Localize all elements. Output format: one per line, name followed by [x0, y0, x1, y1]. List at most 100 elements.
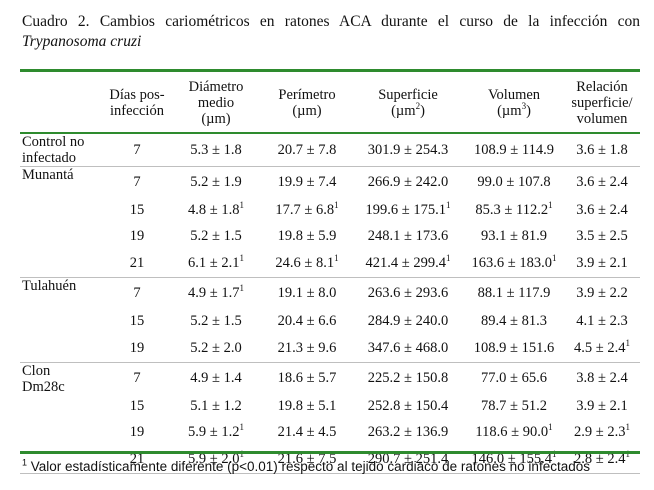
- cell-relacion: 4.1 ± 2.3: [576, 312, 628, 329]
- significance-mark: 1: [445, 199, 451, 210]
- cell-volumen: 99.0 ± 107.8: [477, 173, 551, 190]
- group-1: Munantá 7 5.2 ± 1.9 19.9 ± 7.4 266.9 ± 242.0…: [20, 167, 640, 278]
- group-3: Clon Dm28c 7 4.9 ± 1.4 18.6 ± 5.7 225.2 ± 150…: [20, 363, 640, 474]
- header-dias: Días pos-infección: [109, 87, 165, 119]
- cell-dias: 15: [129, 312, 145, 329]
- cell-volumen: 93.1 ± 81.9: [481, 227, 547, 244]
- cell-superficie: 290.7 ± 251.4: [367, 450, 449, 467]
- cell-superficie: 199.6 ± 175.11: [365, 199, 451, 218]
- footnote-mark: 1: [22, 457, 28, 468]
- header-volumen: Volumen (µm3): [487, 87, 541, 119]
- cell-volumen: 77.0 ± 65.6: [481, 369, 547, 386]
- cell-volumen: 89.4 ± 81.3: [481, 312, 547, 329]
- cell-volumen: 108.9 ± 151.6: [473, 339, 555, 356]
- cell-diametro: 6.1 ± 2.11: [188, 252, 244, 271]
- cell-volumen: 118.6 ± 90.01: [475, 421, 553, 440]
- cell-perimetro: 21.3 ± 9.6: [277, 339, 337, 356]
- cell-perimetro: 19.9 ± 7.4: [277, 173, 337, 190]
- cell-superficie: 263.2 ± 136.9: [367, 423, 449, 440]
- significance-mark: 1: [551, 252, 557, 263]
- cell-perimetro: 19.8 ± 5.9: [277, 227, 337, 244]
- cell-relacion: 3.5 ± 2.5: [576, 227, 628, 244]
- table-caption: Cuadro 2. Cambios cariométricos en raton…: [22, 12, 640, 52]
- cell-relacion: 3.9 ± 2.2: [576, 284, 628, 301]
- cell-volumen: 78.7 ± 51.2: [481, 397, 547, 414]
- cell-superficie: 284.9 ± 240.0: [367, 312, 449, 329]
- cell-perimetro: 21.4 ± 4.5: [277, 423, 337, 440]
- significance-mark: 1: [239, 252, 244, 263]
- karyometric-table: Días pos-infección Diámetro medio (µm) Per…: [20, 74, 640, 474]
- cell-relacion: 3.8 ± 2.4: [576, 369, 628, 386]
- cell-superficie: 347.6 ± 468.0: [367, 339, 449, 356]
- cell-diametro: 5.9 ± 1.21: [188, 421, 244, 440]
- table-row: 15 5.1 ± 1.2 19.8 ± 5.1 252.8 ± 150.4 78.7 ±…: [20, 393, 640, 419]
- significance-mark: 1: [334, 252, 339, 263]
- cell-volumen: 85.3 ± 112.21: [475, 199, 553, 218]
- footnote-text: Valor estadísticamente diferente (p<0.01…: [27, 459, 590, 474]
- cell-dias: 19: [129, 339, 145, 356]
- cell-diametro: 4.9 ± 1.71: [188, 282, 244, 301]
- significance-mark: 1: [239, 421, 244, 432]
- cell-perimetro: 24.6 ± 8.11: [275, 252, 339, 271]
- table-row: 21 6.1 ± 2.11 24.6 ± 8.11 421.4 ± 299.41 163…: [20, 249, 640, 278]
- cell-superficie: 421.4 ± 299.41: [365, 252, 451, 271]
- cell-dias: 7: [133, 173, 141, 190]
- cell-diametro: 5.2 ± 2.0: [190, 339, 242, 356]
- bottom-rule: [20, 451, 640, 454]
- header-superficie: Superficie (µm2): [378, 87, 438, 119]
- cell-perimetro: 20.4 ± 6.6: [277, 312, 337, 329]
- table-footnote: 1 Valor estadísticamente diferente (p<0.…: [22, 458, 642, 476]
- cell-diametro: 5.1 ± 1.2: [190, 397, 242, 414]
- table-row: 19 5.9 ± 1.21 21.4 ± 4.5 263.2 ± 136.9 118.6…: [20, 419, 640, 445]
- cell-perimetro: 18.6 ± 5.7: [277, 369, 337, 386]
- significance-mark: 1: [625, 337, 630, 348]
- cell-perimetro: 21.6 ± 7.5: [277, 450, 337, 467]
- significance-mark: 1: [239, 282, 244, 293]
- header-perimetro: Perímetro (µm): [278, 87, 336, 119]
- caption-organism: Trypanosoma cruzi: [22, 33, 142, 50]
- cell-relacion: 3.6 ± 1.8: [576, 141, 628, 158]
- table-row: 15 4.8 ± 1.81 17.7 ± 6.81 199.6 ± 175.11 85.…: [20, 197, 640, 223]
- significance-mark: 1: [548, 421, 553, 432]
- significance-mark: 1: [239, 199, 244, 210]
- cell-superficie: 301.9 ± 254.3: [367, 141, 449, 158]
- cell-superficie: 263.6 ± 293.6: [367, 284, 449, 301]
- cell-superficie: 252.8 ± 150.4: [367, 397, 449, 414]
- cell-dias: 19: [129, 423, 145, 440]
- group-2: Tulahuén 7 4.9 ± 1.71 19.1 ± 8.0 263.6 ± 293…: [20, 278, 640, 363]
- cell-diametro: 4.8 ± 1.81: [188, 199, 244, 218]
- table-row: 19 5.2 ± 2.0 21.3 ± 9.6 347.6 ± 468.0 108.9 …: [20, 334, 640, 363]
- cell-diametro: 5.2 ± 1.5: [190, 227, 242, 244]
- top-rule: [20, 69, 640, 72]
- header-relacion: Relación superficie/volumen: [571, 79, 633, 127]
- group-name: Clon Dm28c: [22, 363, 65, 395]
- table-row: Munantá 7 5.2 ± 1.9 19.9 ± 7.4 266.9 ± 242.0…: [20, 167, 640, 198]
- cell-superficie: 266.9 ± 242.0: [367, 173, 449, 190]
- cell-perimetro: 19.1 ± 8.0: [277, 284, 337, 301]
- cell-diametro: 5.3 ± 1.8: [190, 141, 242, 158]
- significance-mark: 1: [548, 199, 553, 210]
- group-name: Control no infectado: [22, 134, 85, 166]
- cell-dias: 7: [133, 141, 141, 158]
- cell-volumen: 163.6 ± 183.01: [471, 252, 557, 271]
- cell-dias: 15: [129, 201, 145, 218]
- group-name: Tulahuén: [22, 278, 77, 294]
- cell-dias: 15: [129, 397, 145, 414]
- cell-dias: 7: [133, 284, 141, 301]
- table-row: 15 5.2 ± 1.5 20.4 ± 6.6 284.9 ± 240.0 89.4 ±…: [20, 308, 640, 334]
- cell-volumen: 88.1 ± 117.9: [477, 284, 551, 301]
- significance-mark: 1: [334, 199, 339, 210]
- cell-relacion: 2.9 ± 2.31: [574, 421, 630, 440]
- cell-dias: 21: [129, 450, 145, 467]
- cell-relacion: 3.9 ± 2.1: [576, 397, 628, 414]
- cell-relacion: 3.6 ± 2.4: [576, 173, 628, 190]
- table-row: Control no infectado 7 5.3 ± 1.8 20.7 ± 7.8 3…: [20, 133, 640, 167]
- significance-mark: 1: [625, 421, 630, 432]
- significance-mark: 1: [445, 252, 451, 263]
- cell-dias: 19: [129, 227, 145, 244]
- header-group: [20, 74, 104, 133]
- table-row: 19 5.2 ± 1.5 19.8 ± 5.9 248.1 ± 173.6 93.1 ±…: [20, 223, 640, 249]
- cell-relacion: 3.6 ± 2.4: [576, 201, 628, 218]
- cell-diametro: 5.2 ± 1.5: [190, 312, 242, 329]
